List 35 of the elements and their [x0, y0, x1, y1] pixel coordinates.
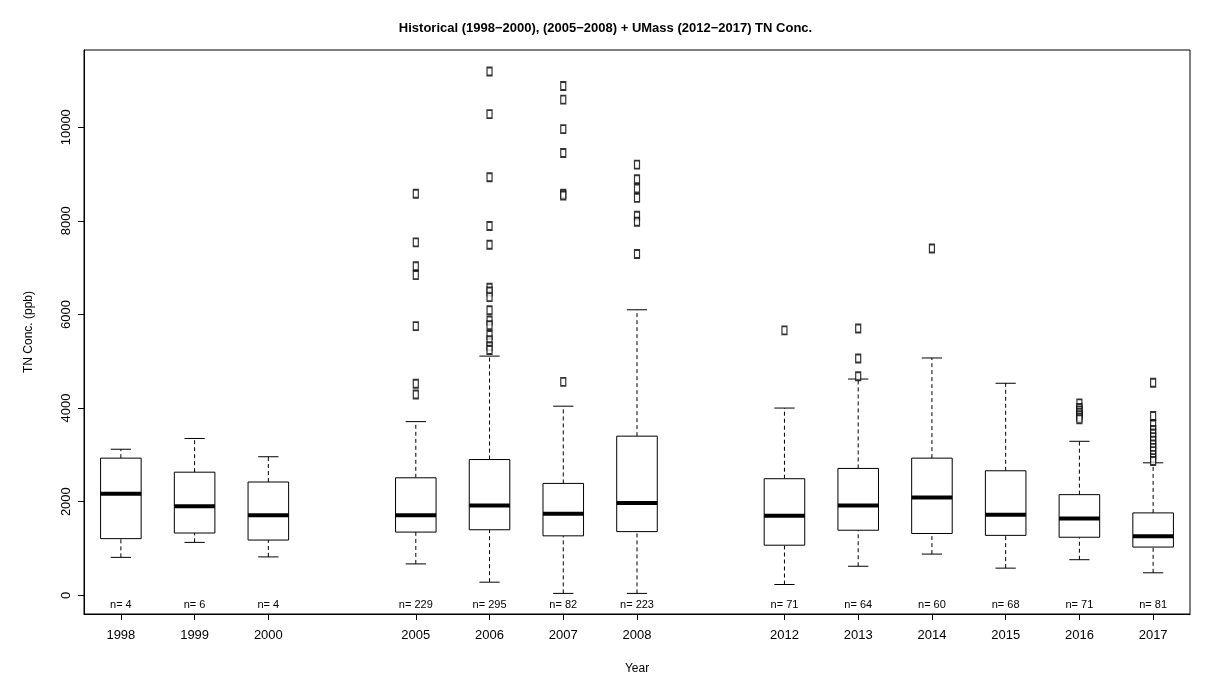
x-tick-label: 2014 [917, 627, 947, 642]
annotation: n= 71 [770, 598, 799, 610]
annotation: n= 229 [398, 598, 433, 610]
y-tick-label: 8000 [58, 206, 73, 236]
x-tick-label: 2013 [843, 627, 873, 642]
annotation: n= 64 [844, 598, 873, 610]
annotation: n= 81 [1139, 598, 1168, 610]
y-tick-label: 6000 [58, 299, 73, 329]
x-tick-label: 2006 [475, 627, 504, 642]
x-tick-label: 1998 [106, 627, 136, 642]
y-tick-label: 2000 [58, 487, 73, 517]
y-axis-title: TN Conc. (ppb) [21, 290, 35, 374]
x-tick-label: 1999 [180, 627, 210, 642]
x-tick-label: 2016 [1064, 627, 1094, 642]
x-tick-label: 2000 [253, 627, 283, 642]
x-tick-label: 2012 [770, 627, 799, 642]
annotation: n= 82 [549, 598, 578, 610]
annotation: n= 6 [183, 598, 206, 610]
x-tick-label: 2017 [1138, 627, 1168, 642]
annotation: n= 4 [257, 598, 280, 610]
annotation: n= 223 [620, 598, 654, 610]
y-tick-label: 4000 [58, 393, 73, 423]
x-tick-label: 2005 [401, 627, 431, 642]
annotation: n= 4 [110, 598, 132, 610]
annotation: n= 60 [918, 598, 946, 610]
x-axis-title: Year [624, 661, 650, 675]
y-tick-label: 0 [58, 591, 73, 599]
annotation: n= 71 [1065, 598, 1094, 610]
x-tick-label: 2008 [622, 627, 652, 642]
chart-title: Historical (1998−2000), (2005−2008) + UMass (2012−2017) TN Conc. [398, 20, 813, 35]
annotation: n= 68 [991, 598, 1020, 610]
annotation: n= 295 [472, 598, 507, 610]
x-tick-label: 2015 [991, 627, 1021, 642]
y-tick-label: 10000 [58, 109, 73, 146]
x-tick-label: 2007 [548, 627, 578, 642]
